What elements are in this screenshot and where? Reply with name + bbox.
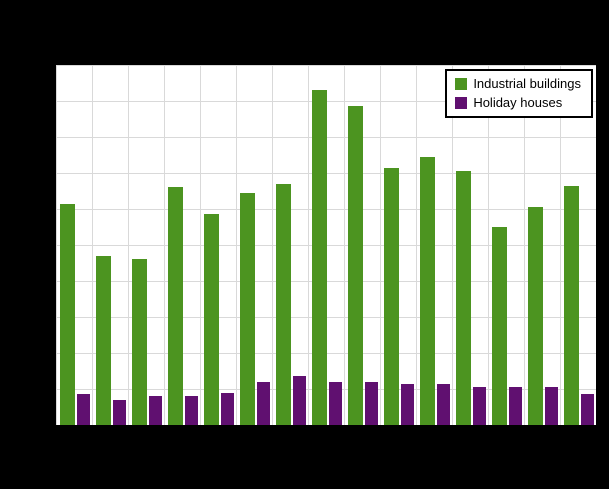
bar-holiday-houses: [113, 400, 126, 425]
legend-item-holiday-houses: Holiday houses: [455, 95, 581, 110]
bar-holiday-houses: [149, 396, 162, 425]
bar-holiday-houses: [581, 394, 594, 425]
bar-holiday-houses: [185, 396, 198, 425]
bar-industrial-buildings: [276, 184, 291, 425]
bar-holiday-houses: [329, 382, 342, 425]
bar-holiday-houses: [473, 387, 486, 425]
bar-industrial-buildings: [96, 256, 111, 425]
legend-item-industrial-buildings: Industrial buildings: [455, 76, 581, 91]
legend-label-industrial-buildings: Industrial buildings: [473, 76, 581, 91]
bar-industrial-buildings: [168, 187, 183, 425]
bar-industrial-buildings: [204, 214, 219, 425]
bar-holiday-houses: [221, 393, 234, 425]
bar-holiday-houses: [509, 387, 522, 425]
bar-holiday-houses: [257, 382, 270, 425]
bar-holiday-houses: [293, 376, 306, 425]
industrial-buildings-swatch-icon: [455, 77, 468, 90]
bar-holiday-houses: [77, 394, 90, 425]
bar-industrial-buildings: [312, 90, 327, 425]
bar-holiday-houses: [437, 384, 450, 425]
bar-holiday-houses: [545, 387, 558, 425]
bar-holiday-houses: [401, 384, 414, 425]
bar-industrial-buildings: [456, 171, 471, 425]
bar-holiday-houses: [365, 382, 378, 425]
legend-label-holiday-houses: Holiday houses: [473, 95, 563, 110]
legend: Industrial buildings Holiday houses: [445, 69, 593, 118]
bar-industrial-buildings: [492, 227, 507, 425]
bar-industrial-buildings: [564, 186, 579, 425]
bar-industrial-buildings: [60, 204, 75, 425]
plot-area: Industrial buildings Holiday houses: [55, 65, 596, 428]
bar-industrial-buildings: [384, 168, 399, 425]
bars-layer: [56, 65, 596, 425]
holiday-houses-swatch-icon: [455, 96, 468, 109]
bar-industrial-buildings: [420, 157, 435, 425]
bar-industrial-buildings: [240, 193, 255, 425]
bar-industrial-buildings: [348, 106, 363, 425]
bar-industrial-buildings: [132, 259, 147, 425]
bar-industrial-buildings: [528, 207, 543, 425]
